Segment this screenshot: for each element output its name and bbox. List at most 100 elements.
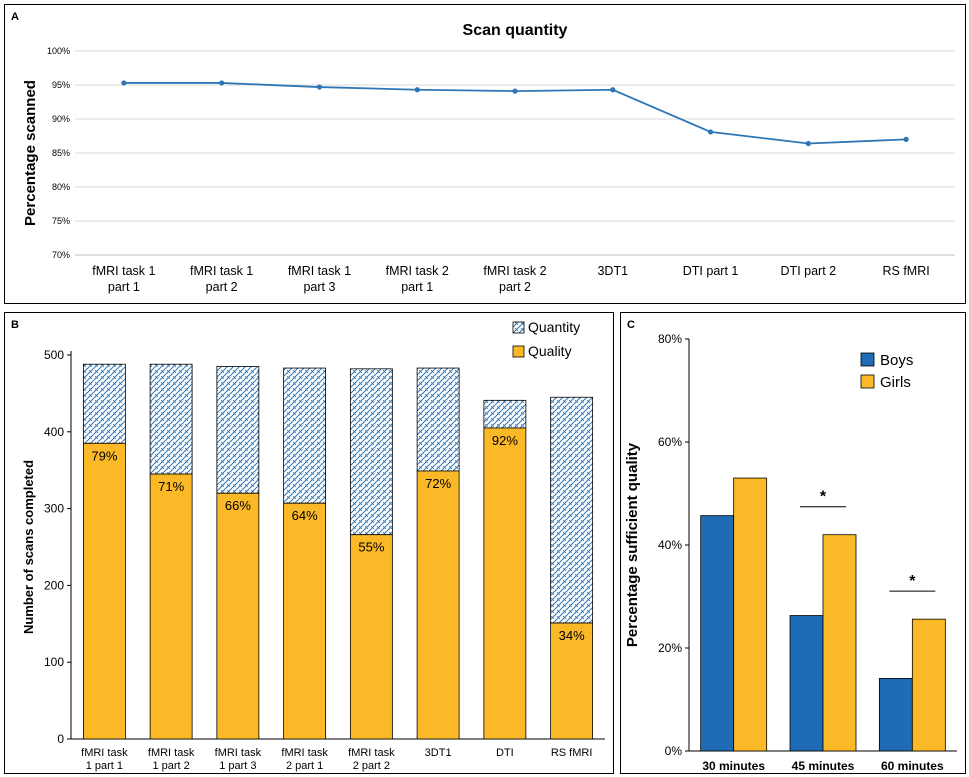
significance-marker: * (820, 489, 827, 506)
significance-marker: * (909, 573, 916, 590)
data-point (903, 136, 909, 142)
legend-label-quantity: Quantity (528, 319, 580, 335)
x-tick-label: 45 minutes (792, 759, 855, 773)
grouped-bar-chart-quality: 0% 20% 40% 60% 80% 30 minutes 45 minutes * 60 mi… (624, 332, 957, 773)
bar-quantity (416, 367, 460, 472)
bar-quantity (349, 368, 393, 536)
data-point (219, 80, 225, 86)
y-tick-label: 200 (44, 578, 64, 592)
panel-b-scans-completed: B 0 100 200 300 400 500 79% fMRI task 1 part 1 71… (4, 312, 614, 774)
y-tick-label: 20% (658, 641, 682, 655)
x-tick-label: DTI part 2 (781, 264, 837, 278)
x-tick-label: fMRI task 2 part 2 (483, 264, 546, 294)
x-tick-label: fMRI task 1 part 3 (288, 264, 351, 294)
x-tick-label: DTI part 1 (683, 264, 739, 278)
bar-quantity (216, 366, 260, 494)
x-tick-label: fMRI task 1 part 1 (81, 747, 128, 772)
data-point (414, 87, 420, 93)
y-axis-label: Percentage scanned (22, 80, 39, 226)
x-tick-label: fMRI task 2 part 1 (386, 264, 449, 294)
panel-label-c: C (627, 319, 635, 331)
bar-quality (149, 473, 193, 740)
x-tick-label: fMRI task 1 part 2 (148, 747, 195, 772)
y-tick-label: 40% (658, 538, 682, 552)
bar-quality (550, 622, 594, 740)
data-point (512, 88, 518, 94)
y-tick-label: 100% (47, 46, 70, 56)
y-axis-label: Number of scans completed (21, 460, 36, 634)
bar-boys (700, 515, 735, 752)
bar-quantity (149, 363, 193, 475)
x-tick-label: fMRI task 1 part 1 (92, 264, 155, 294)
y-tick-label: 100 (44, 655, 64, 669)
bar-quantity (82, 363, 126, 444)
x-tick-label: fMRI task 2 part 1 (281, 747, 328, 772)
x-tick-label: RS fMRI (882, 264, 929, 278)
bar-boys (878, 677, 913, 752)
chart-title: Scan quantity (463, 22, 568, 39)
bar-data-label: 71% (158, 479, 184, 494)
y-tick-label: 0% (665, 744, 683, 758)
bar-data-label: 92% (492, 433, 518, 448)
y-tick-label: 400 (44, 425, 64, 439)
x-tick-label: 3DT1 (597, 264, 628, 278)
data-point (316, 84, 323, 90)
y-tick-label: 80% (52, 182, 70, 192)
panel-label-b: B (11, 319, 19, 331)
bar-data-label: 64% (292, 508, 318, 523)
bar-girls (911, 618, 946, 752)
x-tick-label: RS fMRI (551, 747, 593, 759)
bar-data-label: 55% (358, 540, 384, 555)
bar-data-label: 66% (225, 498, 251, 513)
bar-boys (789, 615, 824, 752)
legend-swatch-boys (860, 352, 875, 367)
legend-swatch-quality (512, 345, 525, 358)
bar-quality (349, 534, 393, 740)
x-tick-label: fMRI task 1 part 3 (215, 747, 262, 772)
panel-a-scan-quantity: A Scan quantity 70% 75% 80% 85% 90% 95% 100% fMR… (4, 4, 966, 304)
x-tick-label: 30 minutes (702, 759, 765, 773)
y-tick-label: 60% (658, 435, 682, 449)
bar-quality (82, 442, 126, 740)
x-tick-label: DTI (496, 747, 514, 759)
x-tick-label: fMRI task 1 part 2 (190, 264, 253, 294)
legend-label-girls: Girls (880, 374, 911, 391)
bar-data-label: 72% (425, 476, 451, 491)
line-chart-scan-quantity: Scan quantity 70% 75% 80% 85% 90% 95% 100% fMRI … (22, 22, 955, 294)
bar-quality (416, 470, 460, 740)
stacked-bar-chart-scans: 0 100 200 300 400 500 79% fMRI task 1 part 1 71% f… (21, 319, 605, 772)
data-point (121, 80, 127, 86)
bar-quantity (483, 399, 527, 429)
legend-swatch-girls (860, 374, 875, 389)
legend-label-boys: Boys (880, 352, 913, 369)
data-point (707, 129, 714, 135)
y-tick-label: 85% (52, 148, 70, 158)
data-point (805, 140, 811, 147)
y-axis-label: Percentage sufficient quality (624, 442, 641, 647)
legend-swatch-quantity (512, 321, 525, 334)
bar-girls (733, 477, 768, 752)
y-tick-label: 75% (52, 216, 70, 226)
data-point (610, 87, 616, 93)
x-tick-label: 60 minutes (881, 759, 944, 773)
bar-girls (822, 534, 857, 752)
bar-quality (216, 492, 260, 740)
bar-data-label: 79% (91, 448, 117, 463)
y-tick-label: 300 (44, 502, 64, 516)
panel-c-sufficient-quality: C 0% 20% 40% 60% 80% 30 minutes 45 minutes * 60 … (620, 312, 966, 774)
y-tick-label: 90% (52, 114, 70, 124)
x-tick-label: fMRI task 2 part 2 (348, 747, 395, 772)
y-tick-label: 95% (52, 80, 70, 90)
x-tick-label: 3DT1 (425, 747, 452, 759)
y-tick-label: 500 (44, 348, 64, 362)
y-tick-label: 80% (658, 332, 682, 346)
bar-quantity (283, 367, 327, 504)
bar-quality (483, 427, 527, 740)
bar-quantity (550, 396, 594, 624)
panel-label-a: A (11, 11, 19, 23)
legend-label-quality: Quality (528, 343, 572, 359)
y-tick-label: 70% (52, 250, 70, 260)
y-tick-label: 0 (57, 732, 64, 746)
bar-data-label: 34% (559, 628, 585, 643)
bar-quality (283, 502, 327, 740)
